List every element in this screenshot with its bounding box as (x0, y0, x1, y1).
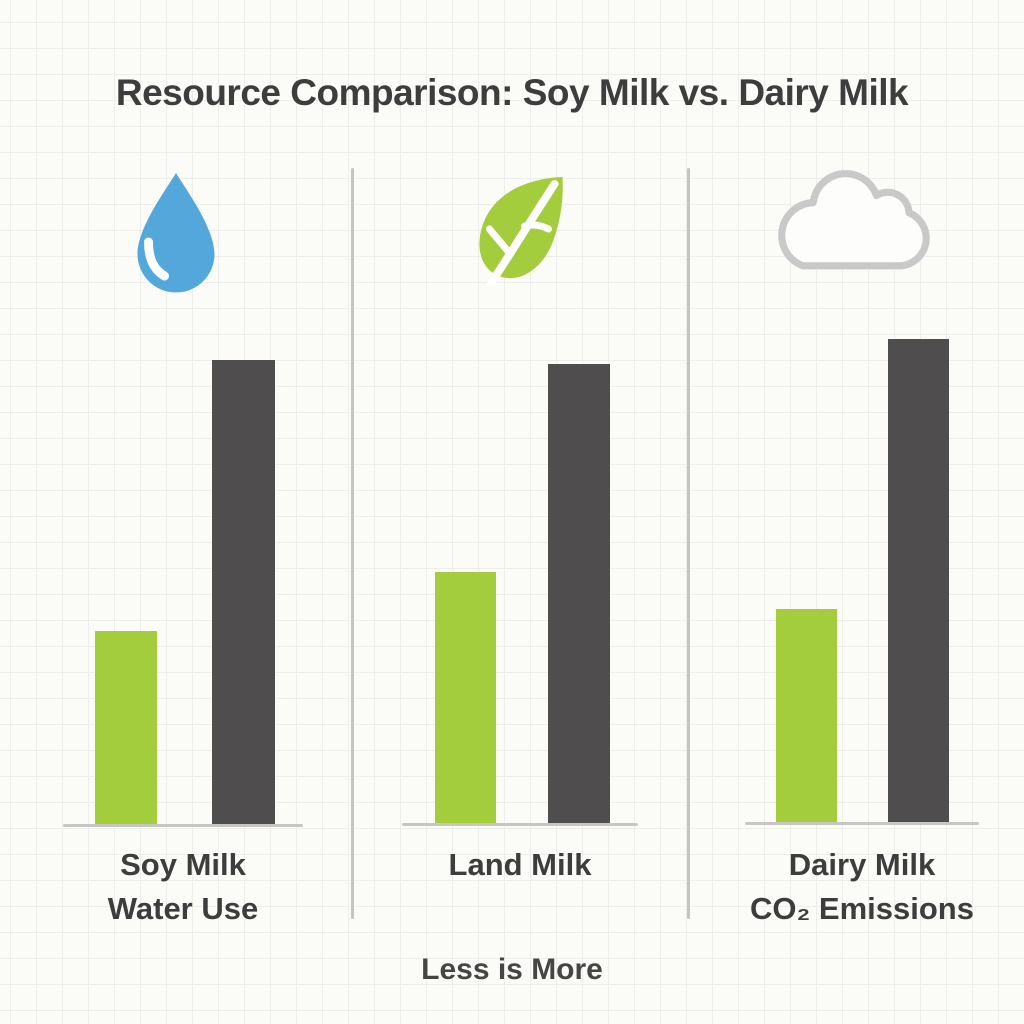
bar-dairy-water (212, 360, 275, 824)
water-drop-highlight (144, 237, 169, 281)
panel-1-caption-line-2: Water Use (107, 891, 259, 926)
cloud-icon (778, 170, 930, 270)
baseline-panel-2 (402, 823, 638, 826)
bar-soy-co2 (776, 609, 837, 822)
panel-1-caption-line-1: Soy Milk (120, 847, 246, 882)
bar-dairy-co2 (888, 339, 949, 822)
leaf-main-vein (486, 180, 559, 286)
leaf-icon (479, 177, 563, 286)
water-drop-body (137, 173, 215, 293)
baseline-panel-1 (63, 824, 303, 827)
chart-title: Resource Comparison: Soy Milk vs. Dairy … (115, 72, 909, 113)
baseline-panel-3 (745, 822, 979, 825)
bar-dairy-land (548, 364, 610, 823)
leaf-left-vein (486, 225, 512, 256)
footer-note: Less is More (421, 953, 603, 986)
bar-soy-water (95, 631, 157, 824)
cloud-outline (778, 170, 930, 270)
panel-2-caption-line-1: Land Milk (448, 847, 592, 882)
panel-3-caption-line-1: Dairy Milk (788, 847, 936, 882)
panel-3-caption-line-2: CO₂ Emissions (750, 891, 974, 926)
water-drop-icon (137, 173, 215, 293)
panel-divider-1 (351, 168, 354, 919)
bar-soy-land (435, 572, 496, 823)
leaf-right-vein (521, 221, 552, 233)
panel-divider-2 (687, 168, 690, 919)
